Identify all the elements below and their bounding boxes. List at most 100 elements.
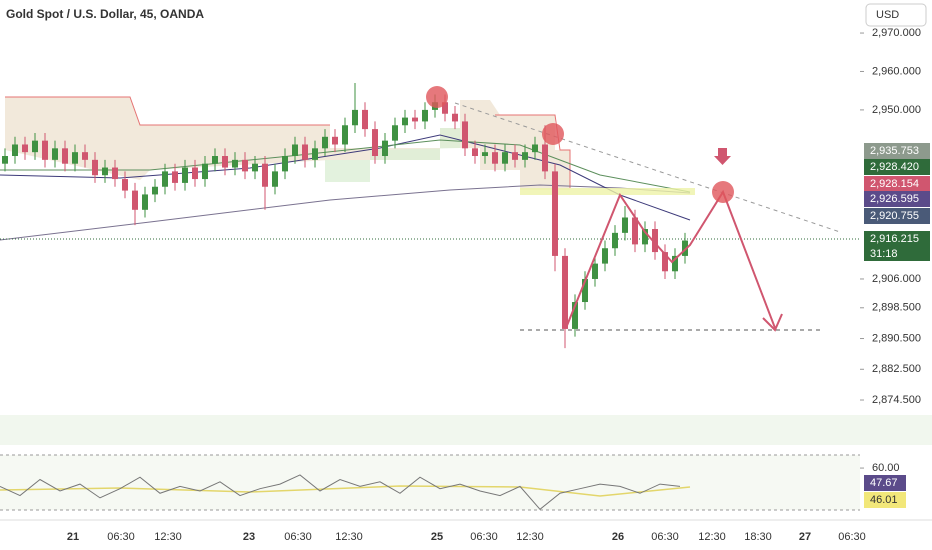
marker — [712, 181, 734, 203]
candle-body — [112, 167, 118, 180]
rsi-label: 47.67 — [870, 477, 898, 489]
candle-body — [462, 121, 468, 149]
candle-body — [162, 171, 168, 187]
candle-body — [672, 255, 678, 272]
candle-body — [12, 144, 18, 157]
price-label: 2,926.595 — [870, 193, 919, 205]
candle-body — [312, 148, 318, 160]
price-label-bg — [864, 176, 930, 192]
x-tick-label: 12:30 — [335, 531, 363, 543]
candle-body — [482, 152, 488, 157]
rsi-label: 46.01 — [870, 494, 898, 506]
y-tick-label: 2,970.000 — [872, 27, 921, 39]
candle-body — [102, 167, 108, 176]
x-tick-label: 06:30 — [107, 531, 135, 543]
candles — [2, 83, 688, 349]
y-tick-label: 2,960.000 — [872, 65, 921, 77]
candle-body — [682, 240, 688, 256]
candle-body — [252, 163, 258, 172]
candle-body — [382, 140, 388, 157]
chart-title: Gold Spot / U.S. Dollar, 45, OANDA — [6, 7, 204, 21]
marker — [542, 123, 564, 145]
x-tick-label: 06:30 — [284, 531, 312, 543]
price-label-bg — [864, 143, 930, 159]
candle-body — [32, 140, 38, 153]
candle-body — [642, 229, 648, 245]
arrow-head — [762, 313, 783, 332]
candle-body — [592, 263, 598, 279]
candle-body — [142, 194, 148, 210]
rsi-tick-label: 60.00 — [872, 462, 900, 474]
candle-body — [42, 140, 48, 160]
candle-body — [342, 125, 348, 145]
candle-body — [352, 109, 358, 126]
candle-body — [572, 302, 578, 329]
rsi-average — [0, 485, 691, 497]
price-label-bg — [864, 159, 930, 175]
x-tick-label: 21 — [67, 531, 79, 543]
candle-body — [402, 117, 408, 126]
price-label: 2,916.215 — [870, 233, 919, 245]
candle-body — [292, 144, 298, 157]
countdown: 31:18 — [870, 248, 898, 260]
candle-body — [242, 159, 248, 172]
candle-body — [222, 156, 228, 168]
candle-body — [132, 190, 138, 210]
rsi-line — [0, 474, 681, 511]
price-label-bg — [864, 208, 930, 224]
candle-body — [562, 255, 568, 329]
x-tick-label: 26 — [612, 531, 624, 543]
candle-body — [2, 156, 8, 164]
price-label: 2,928.154 — [870, 178, 919, 190]
candle-body — [522, 152, 528, 160]
candle-body — [72, 152, 78, 164]
candle-body — [62, 148, 68, 164]
candle-body — [272, 171, 278, 187]
y-tick-label: 2,890.500 — [872, 332, 921, 344]
x-tick-label: 23 — [243, 531, 255, 543]
candle-body — [22, 144, 28, 153]
y-tick-label: 2,874.500 — [872, 394, 921, 406]
x-tick-label: 27 — [799, 531, 811, 543]
candle-body — [412, 117, 418, 122]
candle-body — [622, 217, 628, 233]
candle-body — [372, 129, 378, 157]
pane-separator — [0, 415, 932, 445]
candle-body — [392, 125, 398, 141]
candle-body — [542, 144, 548, 172]
currency-button[interactable] — [865, 3, 927, 27]
candle-body — [612, 232, 618, 249]
x-tick-label: 06:30 — [651, 531, 679, 543]
x-tick-label: 12:30 — [698, 531, 726, 543]
candle-body — [332, 136, 338, 145]
candle-body — [472, 148, 478, 157]
candle-body — [212, 156, 218, 164]
candle-body — [172, 171, 178, 183]
candle-body — [152, 186, 158, 195]
x-tick-label: 18:30 — [744, 531, 772, 543]
price-label-bg — [864, 191, 930, 207]
x-tick-label: 06:30 — [470, 531, 498, 543]
candle-body — [92, 159, 98, 176]
candle-body — [322, 136, 328, 149]
y-tick-label: 2,950.000 — [872, 104, 921, 116]
candle-body — [492, 152, 498, 164]
price-label: 2,928.420 — [870, 161, 919, 173]
y-tick-label: 2,898.500 — [872, 302, 921, 314]
supertrend-line — [5, 96, 330, 126]
x-tick-label: 12:30 — [516, 531, 544, 543]
rsi-label-bg — [864, 492, 906, 508]
x-tick-label: 06:30 — [838, 531, 866, 543]
price-label: 2,920.755 — [870, 210, 919, 222]
candle-body — [552, 171, 558, 256]
candle-body — [452, 113, 458, 122]
candle-body — [532, 144, 538, 153]
rsi-label-bg — [864, 475, 906, 491]
candle-body — [82, 152, 88, 160]
candle-body — [232, 159, 238, 168]
candle-body — [602, 248, 608, 264]
x-tick-label: 12:30 — [154, 531, 182, 543]
candle-body — [362, 109, 368, 130]
currency-label[interactable]: USD — [876, 9, 899, 21]
